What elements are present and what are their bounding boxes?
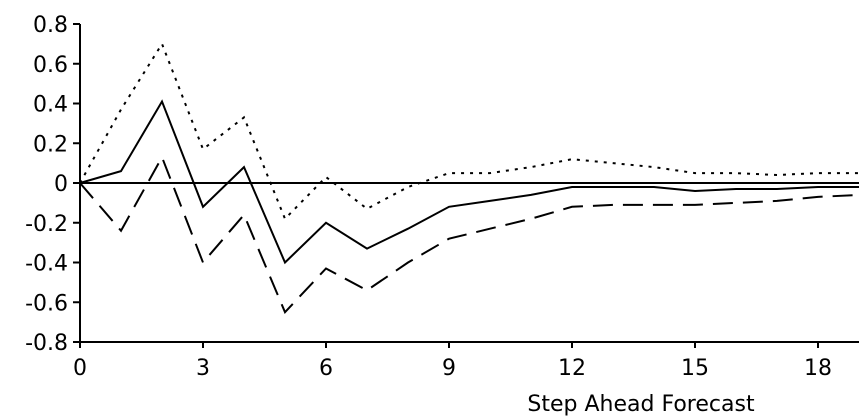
x-axis-label: Step Ahead Forecast [527,392,755,417]
series-line-solid [79,99,859,265]
series-line-dashed [79,154,860,315]
y-tick-label: 0.4 [33,93,68,118]
x-tick-label: 15 [681,356,709,381]
x-tick-label: 0 [73,356,87,381]
y-tick-label: -0.4 [25,252,68,277]
series-layer [79,41,860,315]
series-line-dotted [79,41,859,221]
y-tick-label: -0.2 [25,212,68,237]
x-ticks: 0 3 6 9 12 15 18 [73,342,832,381]
x-tick-label: 18 [804,356,832,381]
y-tick-label: -0.6 [25,291,68,316]
y-tick-label: 0.6 [33,53,68,78]
y-ticks: 0.8 0.6 0.4 0.2 0 -0.2 -0.4 -0.6 -0.8 [25,13,80,356]
x-tick-label: 6 [319,356,333,381]
x-tick-label: 9 [442,356,456,381]
x-tick-label: 12 [558,356,586,381]
y-tick-label: 0.2 [33,132,68,157]
x-tick-label: 3 [196,356,210,381]
y-tick-label: -0.8 [25,331,68,356]
y-tick-label: 0 [54,172,68,197]
y-tick-label: 0.8 [33,13,68,38]
